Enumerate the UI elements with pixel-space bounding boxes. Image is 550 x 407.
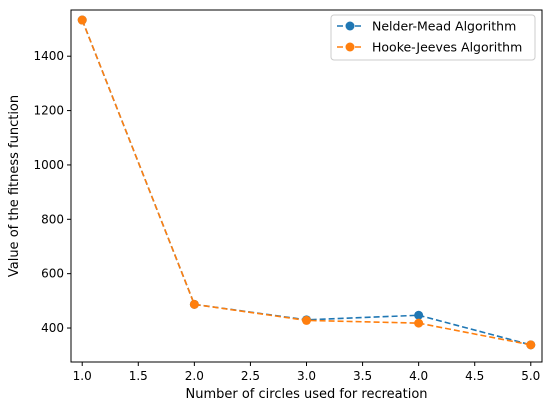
- y-tick-label: 1400: [33, 49, 64, 63]
- x-tick-label: 5.0: [521, 369, 540, 383]
- data-point: [77, 15, 87, 25]
- x-axis-label: Number of circles used for recreation: [185, 387, 427, 402]
- data-point: [414, 310, 424, 320]
- x-tick-label: 2.5: [241, 369, 260, 383]
- legend-marker: [345, 21, 355, 31]
- legend-label: Hooke-Jeeves Algorithm: [372, 40, 522, 55]
- x-tick-label: 3.5: [353, 369, 372, 383]
- y-axis: 400 600 800 1000 1200 1400: [33, 49, 71, 335]
- data-point: [414, 318, 424, 328]
- legend-box: [330, 14, 536, 61]
- x-tick-label: 1.5: [129, 369, 148, 383]
- x-axis: 1.0 1.5 2.0 2.5 3.0 3.5 4.0 4.5 5.0: [73, 362, 540, 383]
- legend-marker: [345, 42, 355, 52]
- series-layer: [77, 15, 536, 350]
- y-tick-label: 600: [41, 267, 64, 281]
- y-tick-label: 800: [41, 212, 64, 226]
- x-tick-label: 3.0: [297, 369, 316, 383]
- y-axis-label: Value of the fitness function: [7, 95, 22, 277]
- x-tick-label: 2.0: [185, 369, 204, 383]
- data-point: [526, 340, 536, 350]
- data-point: [302, 315, 311, 325]
- legend: Nelder-Mead Algorithm Hooke-Jeeves Algori…: [330, 14, 536, 61]
- plot-background: [71, 10, 542, 362]
- y-tick-label: 400: [41, 321, 64, 335]
- x-tick-label: 4.0: [409, 369, 428, 383]
- x-tick-label: 4.5: [465, 369, 484, 383]
- y-tick-label: 1000: [33, 158, 64, 172]
- y-tick-label: 1200: [33, 104, 64, 118]
- legend-label: Nelder-Mead Algorithm: [372, 19, 516, 34]
- x-tick-label: 1.0: [73, 369, 92, 383]
- data-point: [189, 299, 199, 309]
